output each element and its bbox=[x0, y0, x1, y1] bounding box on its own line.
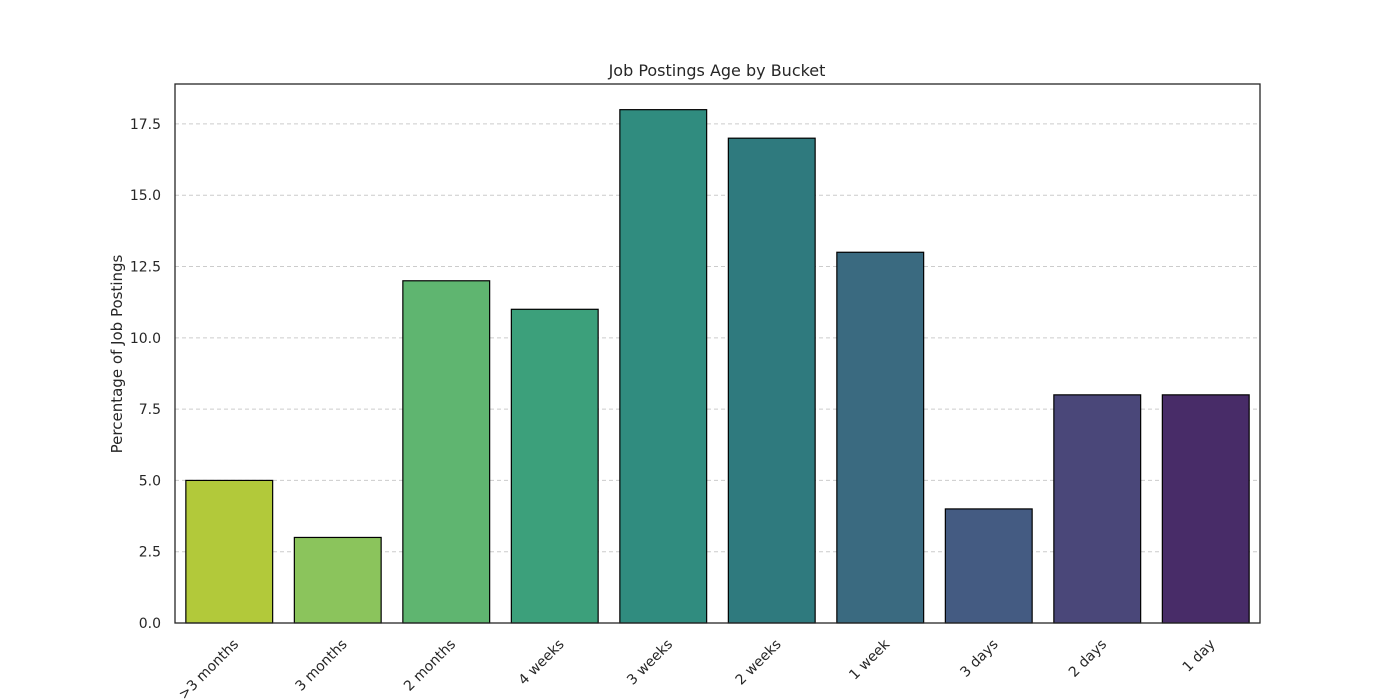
y-tick-label: 0.0 bbox=[139, 616, 161, 632]
bar bbox=[836, 251, 925, 624]
bar bbox=[944, 508, 1033, 624]
y-tick-label: 7.5 bbox=[139, 402, 161, 418]
y-axis-label: Percentage of Job Postings bbox=[108, 254, 126, 453]
y-tick-label: 5.0 bbox=[139, 473, 161, 489]
bar bbox=[510, 308, 599, 624]
y-tick-label: 2.5 bbox=[139, 545, 161, 561]
x-tick-label: 4 weeks bbox=[516, 637, 568, 689]
x-tick-label: 3 weeks bbox=[624, 637, 676, 689]
y-tick-label: 15.0 bbox=[130, 188, 161, 204]
chart-title: Job Postings Age by Bucket bbox=[608, 61, 826, 80]
x-tick-label: 3 months bbox=[293, 637, 351, 695]
y-tick-label: 17.5 bbox=[130, 117, 161, 133]
x-tick-label: 2 months bbox=[401, 637, 459, 695]
y-tick-label: 10.0 bbox=[130, 331, 161, 347]
bar bbox=[1161, 394, 1250, 624]
bars bbox=[185, 109, 1250, 624]
bar bbox=[619, 109, 708, 624]
x-tick-label: 2 days bbox=[1066, 637, 1110, 681]
bar bbox=[1053, 394, 1142, 624]
x-tick-label: 2 weeks bbox=[733, 637, 785, 689]
bar bbox=[185, 479, 274, 624]
bar bbox=[402, 280, 491, 624]
y-axis-ticks: 0.0 2.5 5.0 7.5 10.0 12.5 15.0 17.5 bbox=[130, 117, 161, 632]
x-axis-ticks: >3 months 3 months 2 months 4 weeks 3 weeks 2… bbox=[176, 636, 1219, 700]
y-tick-label: 12.5 bbox=[130, 260, 161, 276]
x-tick-label: >3 months bbox=[176, 637, 242, 700]
x-tick-label: 1 day bbox=[1180, 637, 1219, 676]
bar bbox=[727, 137, 816, 624]
x-tick-label: 3 days bbox=[957, 637, 1001, 681]
bar bbox=[293, 536, 382, 624]
x-tick-label: 1 week bbox=[846, 636, 893, 683]
plot-frame bbox=[174, 83, 1261, 624]
